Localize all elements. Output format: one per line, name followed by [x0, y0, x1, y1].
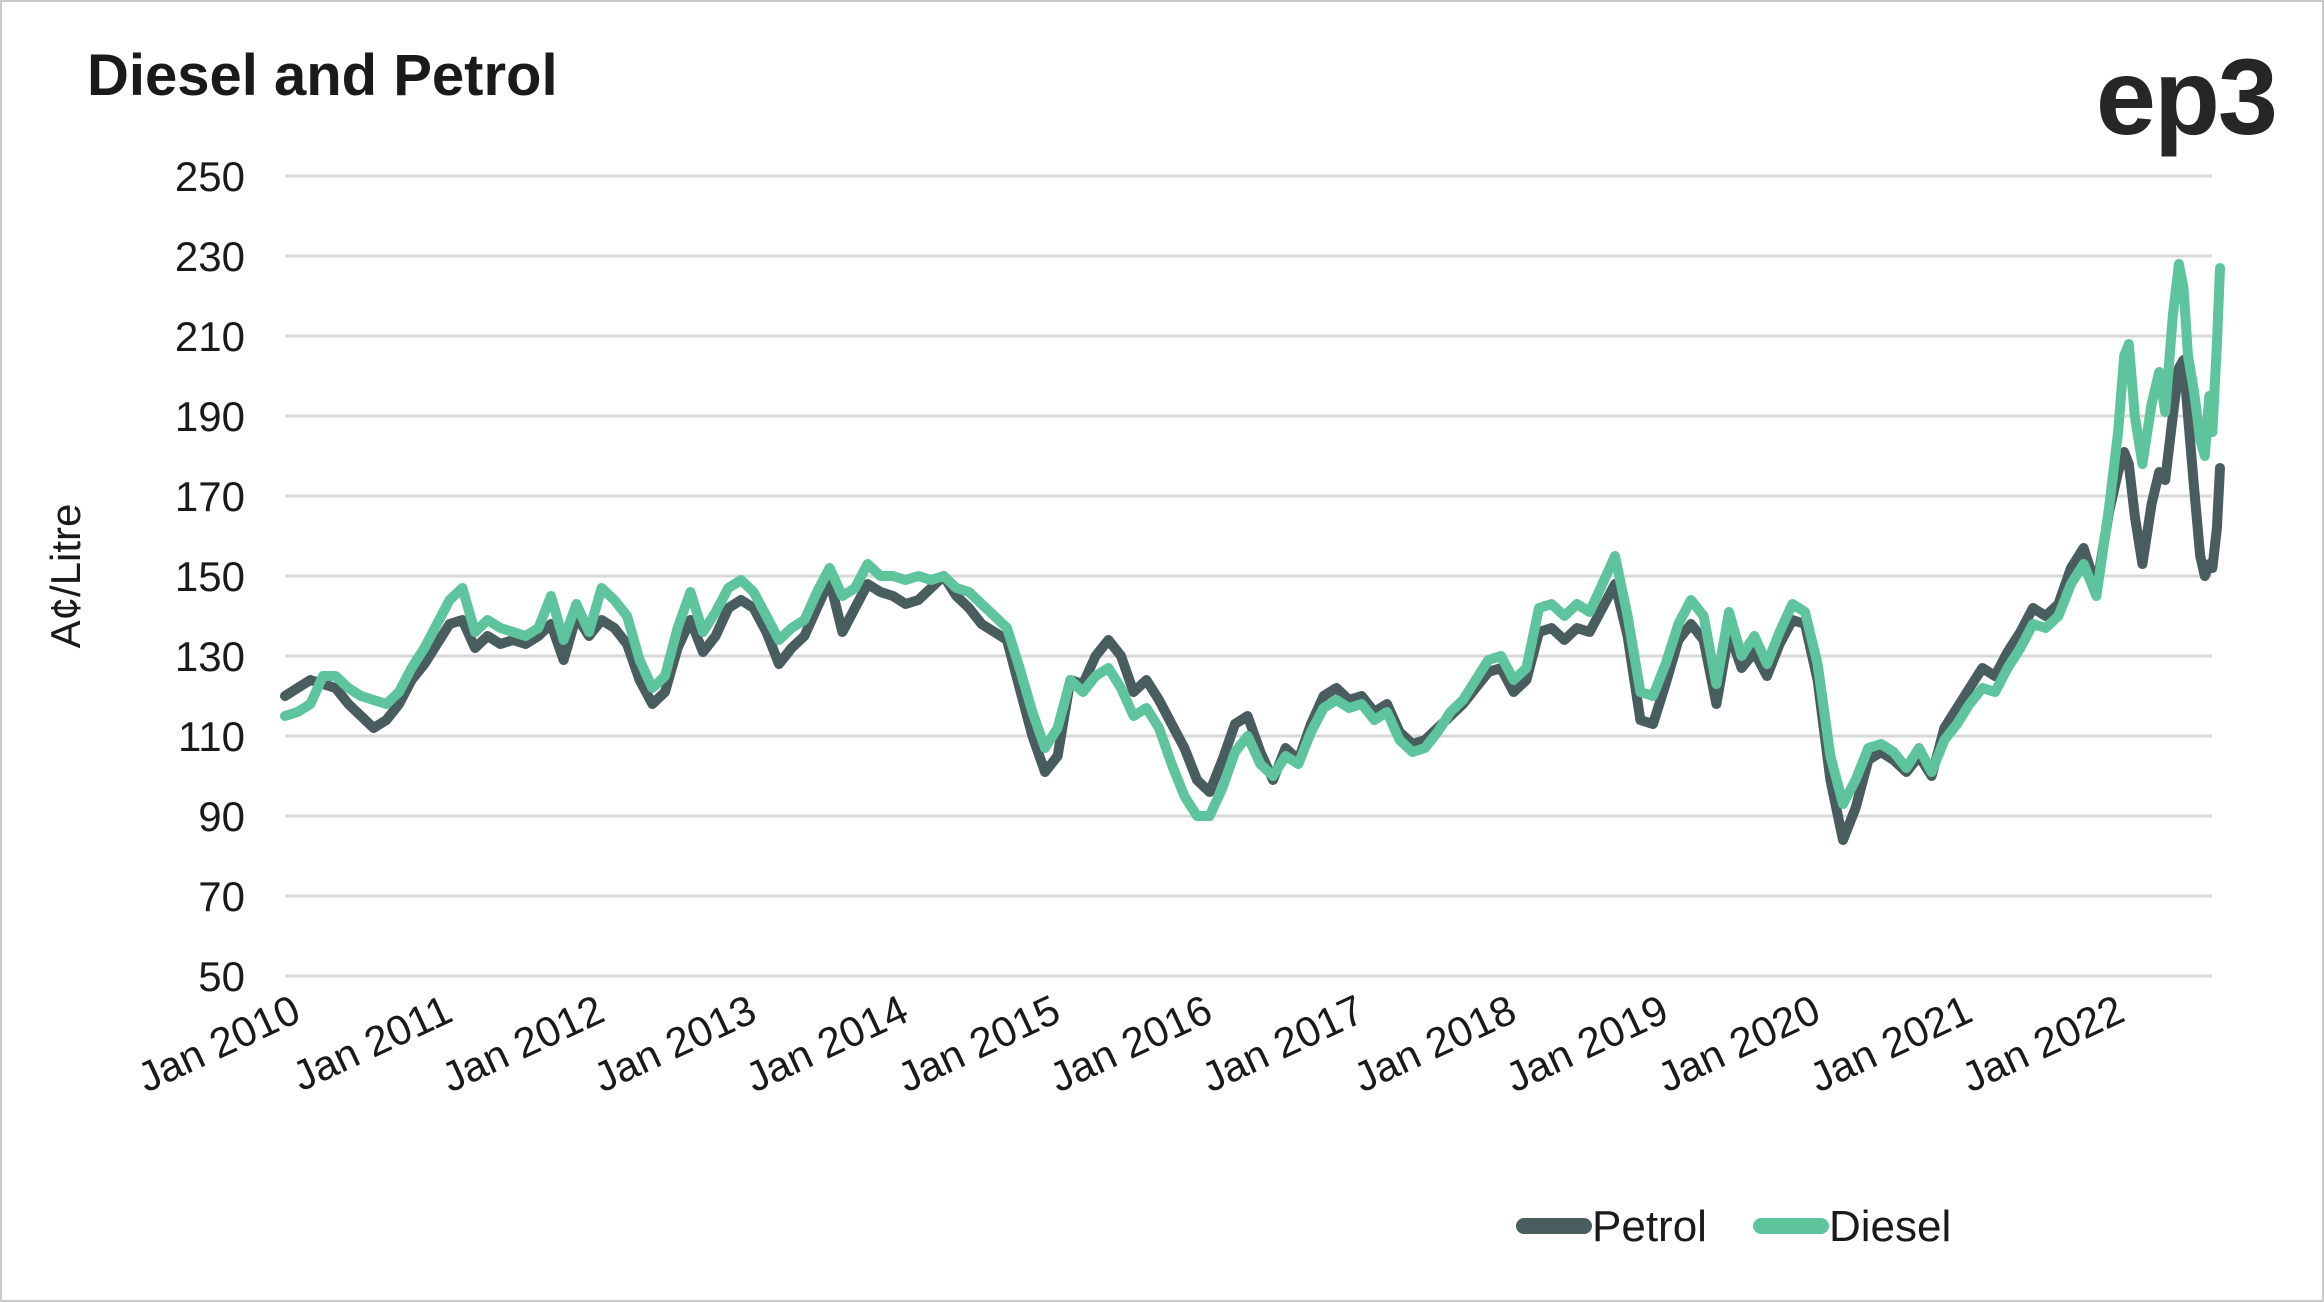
- y-tick-label-90: 90: [198, 793, 245, 840]
- series-lines: [280, 259, 2225, 845]
- x-tick-label-2012: Jan 2012: [434, 986, 610, 1102]
- x-tick-label-2015: Jan 2015: [890, 986, 1066, 1102]
- legend-item-diesel: Diesel: [1753, 1202, 1951, 1251]
- legend-label-diesel: Diesel: [1829, 1202, 1951, 1251]
- y-tick-label-130: 130: [175, 633, 245, 680]
- x-tick-label-2020: Jan 2020: [1650, 986, 1826, 1102]
- chart-title: Diesel and Petrol: [87, 43, 558, 108]
- y-tick-label-70: 70: [198, 873, 245, 920]
- gridlines: [285, 174, 2212, 978]
- x-tick-label-2016: Jan 2016: [1042, 986, 1218, 1102]
- series-line-diesel: [280, 259, 2225, 821]
- y-axis-title: A¢/Litre: [42, 504, 89, 649]
- y-tick-label-190: 190: [175, 393, 245, 440]
- x-tick-label-2010: Jan 2010: [130, 986, 306, 1102]
- legend-item-petrol: Petrol: [1516, 1202, 1707, 1251]
- y-tick-label-110: 110: [178, 713, 245, 760]
- x-tick-label-2011: Jan 2011: [285, 986, 459, 1100]
- x-tick-label-2019: Jan 2019: [1498, 986, 1674, 1102]
- x-tick-label-2014: Jan 2014: [738, 986, 914, 1102]
- y-tick-label-210: 210: [175, 313, 245, 360]
- x-tick-label-2017: Jan 2017: [1194, 986, 1370, 1102]
- y-tick-label-170: 170: [175, 473, 245, 520]
- brand-logo: ep3: [2096, 36, 2276, 157]
- x-tick-label-2022: Jan 2022: [1954, 986, 2130, 1102]
- legend: Petrol Diesel: [1516, 1202, 1951, 1251]
- y-tick-label-50: 50: [198, 953, 245, 1000]
- x-tick-label-2021: Jan 2021: [1802, 986, 1978, 1102]
- y-axis-tick-labels: 250 230 210 190 170 150 130 110 90 70 50: [175, 153, 245, 1000]
- y-tick-label-150: 150: [175, 553, 245, 600]
- x-tick-label-2013: Jan 2013: [586, 986, 762, 1102]
- x-tick-label-2018: Jan 2018: [1346, 986, 1522, 1102]
- y-tick-label-250: 250: [175, 153, 245, 200]
- legend-label-petrol: Petrol: [1592, 1202, 1707, 1251]
- y-tick-label-230: 230: [175, 233, 245, 280]
